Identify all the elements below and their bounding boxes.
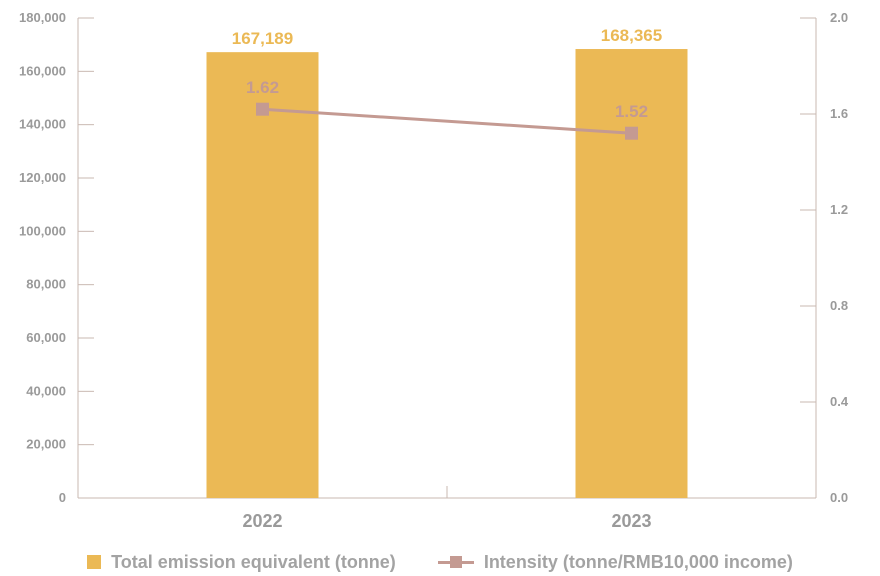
legend-swatch-bar [87,555,102,569]
bar-value-label: 167,189 [232,29,293,48]
y-left-tick-label: 160,000 [19,63,66,78]
y-right-tick-label: 1.2 [830,202,848,217]
legend-item-intensity: Intensity (tonne/RMB10,000 income) [437,551,793,573]
bar [206,52,319,499]
legend-label-emission: Total emission equivalent (tonne) [111,551,396,572]
y-left-tick-label: 60,000 [26,330,66,345]
x-tick-label: 2023 [611,511,651,531]
y-right-tick-label: 0.8 [830,298,848,313]
y-left-tick-label: 20,000 [26,437,66,452]
y-left-tick-label: 140,000 [19,117,66,132]
line-value-label: 1.62 [246,78,279,97]
y-left-tick-label: 180,000 [19,10,66,25]
y-left-tick-label: 100,000 [19,223,66,238]
y-left-tick-label: 40,000 [26,383,66,398]
x-tick-label: 2022 [242,511,282,531]
bar-value-label: 168,365 [601,26,662,45]
y-left-tick-label: 80,000 [26,277,66,292]
y-right-tick-label: 0.0 [830,490,848,505]
legend-label-intensity: Intensity (tonne/RMB10,000 income) [483,551,793,572]
intensity-line [262,107,632,135]
line-point-marker [256,102,269,116]
y-right-tick-label: 1.6 [830,106,848,121]
y-right-tick-label: 0.4 [830,394,849,409]
legend-item-emission: Total emission equivalent (tonne) [87,552,396,573]
legend: Total emission equivalent (tonne) Intens… [0,548,880,576]
line-value-label: 1.52 [615,102,648,121]
y-right-tick-label: 2.0 [830,10,848,25]
y-left-tick-label: 120,000 [19,170,66,185]
combo-chart: 0 20,000 40,000 60,000 80,000 100,000 120,000 1… [19,10,849,531]
line-point-marker [625,126,638,140]
legend-swatch-line [437,555,474,569]
bar [575,49,688,498]
y-left-tick-label: 0 [59,490,66,505]
